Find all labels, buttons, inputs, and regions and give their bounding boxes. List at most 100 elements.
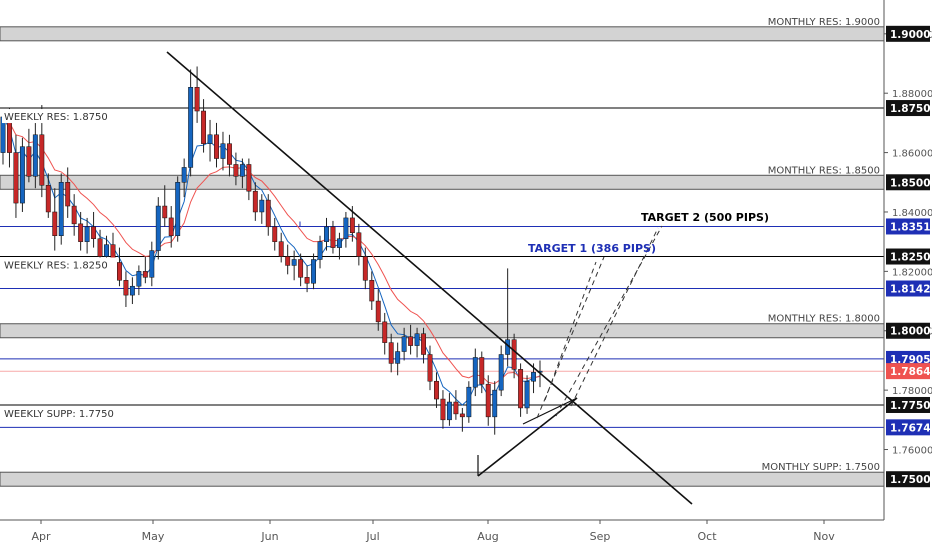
level-label-bg-1 [2, 257, 116, 272]
main-trendline [166, 51, 693, 505]
candle-body-43 [278, 241, 284, 257]
level-label-bg-2 [2, 405, 122, 420]
candle-body-8 [52, 211, 58, 236]
zone-band-3 [0, 471, 885, 487]
candle-body-76 [492, 389, 498, 418]
candle-body-29 [188, 87, 194, 168]
candle-body-13 [84, 226, 90, 242]
level-badge-0-text: 1.87500 [890, 103, 932, 115]
candle-body-48 [311, 259, 317, 284]
x-tick-label-5: Sep [590, 530, 611, 543]
candle-body-55 [356, 232, 362, 257]
level-badge-4-bg [886, 280, 930, 297]
candle-body-75 [485, 383, 491, 418]
candle-body-11 [71, 205, 77, 225]
zone-band-0 [0, 26, 885, 42]
candle-body-21 [136, 271, 142, 287]
level-badge-2-text: 1.77500 [890, 400, 932, 412]
candle-body-37 [239, 164, 245, 177]
candle-body-53 [343, 217, 349, 239]
candle-body-16 [104, 244, 109, 257]
candle-body-22 [142, 271, 148, 278]
zone-badge-0-text: 1.90000 [890, 29, 932, 41]
candle-body-49 [317, 241, 323, 260]
candle-body-58 [375, 300, 381, 323]
target1-path-b [544, 261, 597, 401]
triangle-lower-line [477, 397, 578, 477]
target-1-label: TARGET 1 (386 PIPS) [528, 242, 656, 255]
level-label-2: WEEKLY SUPP: 1.7750 [4, 409, 114, 420]
y-tick-label-4: 1.84000 [892, 208, 932, 219]
target-2-label: TARGET 2 (500 PIPS) [641, 211, 769, 224]
level-badge-3-bg [886, 218, 930, 235]
level-badge-1-text: 1.82500 [890, 252, 932, 264]
candle-body-12 [78, 223, 84, 242]
candle-body-25 [162, 205, 168, 219]
candle-body-9 [58, 182, 64, 236]
zone-badge-2-text: 1.80000 [890, 326, 932, 338]
x-tick-label-2: Jun [260, 530, 278, 543]
candle-body-24 [155, 205, 161, 251]
candle-body-7 [45, 185, 51, 213]
candle-body-14 [91, 226, 97, 239]
candle-body-66 [427, 354, 433, 382]
zone-band-1 [0, 174, 885, 190]
price-axis[interactable]: 1.76000 1.78000 1.80000 1.82000 1.84000 1.860… [883, 0, 932, 550]
candle-body-74 [479, 357, 485, 385]
candle-body-81 [524, 380, 530, 409]
candle-body-62 [401, 336, 407, 352]
level-label-1: WEEKLY RES: 1.8250 [4, 261, 108, 272]
level-badge-1-bg [886, 248, 930, 265]
target2-path-b [570, 227, 659, 407]
candle-body-57 [369, 280, 375, 302]
candle-body-10 [65, 182, 71, 207]
candle-body-30 [194, 87, 200, 112]
candle-body-3 [19, 146, 25, 204]
candle-body-80 [518, 369, 524, 409]
candle-body-42 [272, 226, 278, 242]
candle-body-50 [324, 226, 329, 242]
y-tick-label-6: 1.88000 [892, 89, 932, 100]
candle-body-70 [453, 401, 459, 415]
zone-badge-1-text: 1.85000 [890, 177, 932, 189]
candle-body-36 [233, 164, 239, 177]
candle-body-6 [39, 134, 45, 186]
candle-body-64 [414, 333, 420, 346]
levels-layer [0, 107, 884, 428]
ema-slow-line [2, 116, 541, 385]
zone-label-2: MONTHLY RES: 1.8000 [768, 314, 880, 325]
candle-body-23 [149, 250, 155, 278]
y-tick-label-1: 1.78000 [892, 386, 932, 397]
candle-body-56 [362, 256, 368, 281]
candle-body-65 [421, 333, 426, 355]
ema-fast-line [2, 116, 541, 406]
price-axis-bg [884, 0, 932, 550]
time-axis[interactable]: Apr May Jun Jul Aug Sep Oct Nov [0, 519, 884, 543]
candle-body-69 [446, 401, 452, 421]
x-tick-label-0: Apr [31, 530, 51, 543]
candle-body-71 [459, 413, 465, 418]
candle-body-18 [117, 262, 122, 281]
x-tick-label-7: Nov [813, 530, 835, 543]
candle-body-39 [252, 190, 258, 213]
candle-body-67 [434, 380, 439, 400]
candle-body-34 [220, 143, 226, 159]
candle-body-38 [246, 164, 252, 192]
zone-label-3: MONTHLY SUPP: 1.7500 [762, 462, 880, 473]
y-tick-label-5: 1.86000 [892, 149, 932, 160]
candle-body-32 [207, 134, 213, 144]
candle-body-4 [26, 146, 32, 177]
candle-body-40 [259, 199, 265, 213]
x-tick-label-6: Oct [697, 530, 717, 543]
zone-badge-1-bg [886, 174, 930, 191]
candle-body-41 [265, 199, 271, 228]
zone-badge-0-bg [886, 25, 930, 42]
candle-body-51 [330, 226, 336, 248]
level-label-bg-0 [2, 109, 116, 124]
candle-body-27 [175, 182, 181, 236]
candle-body-68 [440, 398, 446, 421]
candle-body-60 [388, 342, 394, 364]
